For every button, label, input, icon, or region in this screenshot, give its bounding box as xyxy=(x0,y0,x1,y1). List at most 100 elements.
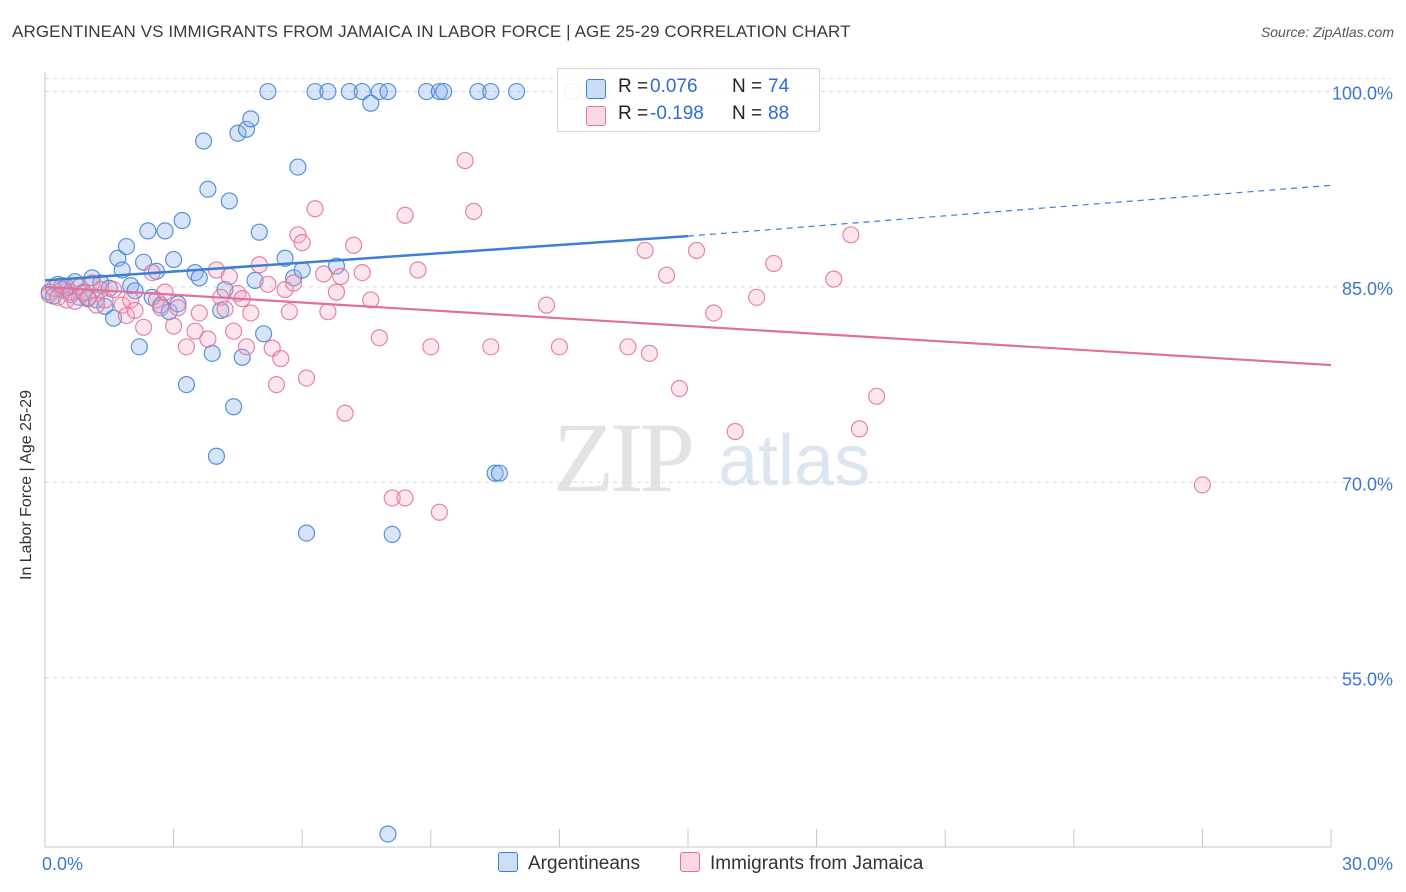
bottom-legend-argentineans: Argentineans xyxy=(498,852,640,875)
point-argentineans xyxy=(220,192,238,210)
point-jamaica xyxy=(336,404,354,422)
y-tick-label: 55.0% xyxy=(1342,670,1393,690)
point-jamaica xyxy=(345,236,363,254)
point-jamaica xyxy=(87,296,106,314)
point-argentineans xyxy=(255,325,273,343)
point-jamaica xyxy=(237,338,256,356)
trendline-argentineans-solid xyxy=(44,234,689,282)
point-jamaica xyxy=(156,283,174,301)
point-jamaica xyxy=(850,420,869,438)
point-jamaica xyxy=(272,349,290,368)
point-jamaica xyxy=(297,369,316,387)
bottom-legend-swatch-blue xyxy=(498,852,518,872)
legend-n-value-pink: 88 xyxy=(768,103,790,124)
point-jamaica xyxy=(636,241,654,260)
point-jamaica xyxy=(104,280,123,299)
point-argentineans xyxy=(353,82,371,101)
point-argentineans xyxy=(225,398,243,416)
point-argentineans xyxy=(229,124,247,142)
point-jamaica xyxy=(242,304,260,322)
point-jamaica xyxy=(726,422,744,441)
x-tick-label: 30.0% xyxy=(1342,854,1393,874)
bottom-legend-label-pink: Immigrants from Jamaica xyxy=(710,853,924,874)
point-argentineans xyxy=(469,82,487,101)
legend-r-label: R = xyxy=(618,76,649,97)
point-argentineans xyxy=(104,309,123,327)
point-argentineans xyxy=(507,82,526,101)
point-jamaica xyxy=(280,303,298,321)
point-jamaica xyxy=(225,322,243,340)
point-jamaica xyxy=(670,379,689,398)
point-jamaica xyxy=(422,338,440,356)
point-jamaica xyxy=(842,226,860,244)
point-argentineans xyxy=(203,344,221,362)
point-jamaica xyxy=(113,296,131,314)
point-jamaica xyxy=(267,376,286,394)
point-jamaica xyxy=(465,202,483,220)
legend-r-value-pink: -0.198 xyxy=(650,103,704,124)
point-jamaica xyxy=(687,241,706,260)
y-tick-label: 85.0% xyxy=(1342,279,1393,299)
point-argentineans xyxy=(490,464,508,482)
point-jamaica xyxy=(383,489,401,507)
point-jamaica xyxy=(619,338,637,356)
y-axis-label: In Labor Force | Age 25-29 xyxy=(18,389,35,580)
point-argentineans xyxy=(156,222,174,240)
correlation-legend: R = 0.076 N = 74 R = -0.198 N = 88 xyxy=(557,68,820,132)
point-argentineans xyxy=(199,180,217,198)
point-argentineans xyxy=(233,348,251,366)
point-argentineans xyxy=(96,297,114,316)
point-jamaica xyxy=(396,489,414,507)
point-jamaica xyxy=(276,280,294,299)
point-jamaica xyxy=(83,274,101,292)
point-argentineans xyxy=(130,338,148,356)
legend-swatch-blue xyxy=(586,79,606,99)
point-argentineans xyxy=(195,132,213,150)
chart-title: ARGENTINEAN VS IMMIGRANTS FROM JAMAICA I… xyxy=(12,22,851,41)
point-argentineans xyxy=(246,271,264,290)
point-jamaica xyxy=(117,306,136,325)
point-jamaica xyxy=(747,288,766,306)
point-jamaica xyxy=(640,344,659,362)
point-argentineans xyxy=(486,464,504,482)
point-jamaica xyxy=(456,151,474,170)
point-jamaica xyxy=(306,200,324,218)
point-jamaica xyxy=(868,387,886,405)
point-argentineans xyxy=(242,110,260,128)
point-jamaica xyxy=(285,274,303,292)
point-argentineans xyxy=(362,94,380,112)
point-argentineans xyxy=(165,250,183,269)
point-argentineans xyxy=(289,158,307,176)
point-argentineans xyxy=(207,447,226,465)
point-jamaica xyxy=(430,503,448,521)
watermark-zip: ZIP xyxy=(553,402,695,513)
legend-n-value-blue: 74 xyxy=(768,76,790,97)
point-argentineans xyxy=(276,249,294,267)
point-jamaica xyxy=(537,296,556,314)
point-jamaica xyxy=(152,299,170,317)
point-argentineans xyxy=(435,82,453,101)
point-jamaica xyxy=(220,267,238,286)
point-jamaica xyxy=(186,322,204,340)
point-argentineans xyxy=(117,237,136,256)
point-jamaica xyxy=(315,265,333,283)
point-jamaica xyxy=(190,304,208,322)
point-argentineans xyxy=(177,376,196,394)
point-argentineans xyxy=(417,82,436,101)
point-jamaica xyxy=(332,267,350,286)
legend-n-label: N = xyxy=(732,76,763,97)
source-label: Source: ZipAtlas.com xyxy=(1260,24,1394,40)
point-jamaica xyxy=(57,291,76,309)
point-jamaica xyxy=(199,330,217,348)
point-argentineans xyxy=(250,223,268,241)
point-argentineans xyxy=(327,257,346,275)
point-argentineans xyxy=(297,524,316,542)
legend-r-value-blue: 0.076 xyxy=(650,76,698,97)
point-argentineans xyxy=(190,269,208,287)
point-jamaica xyxy=(293,234,311,252)
legend-n-label: N = xyxy=(732,103,763,124)
point-argentineans xyxy=(430,82,448,101)
point-argentineans xyxy=(319,82,337,101)
point-jamaica xyxy=(289,226,307,244)
